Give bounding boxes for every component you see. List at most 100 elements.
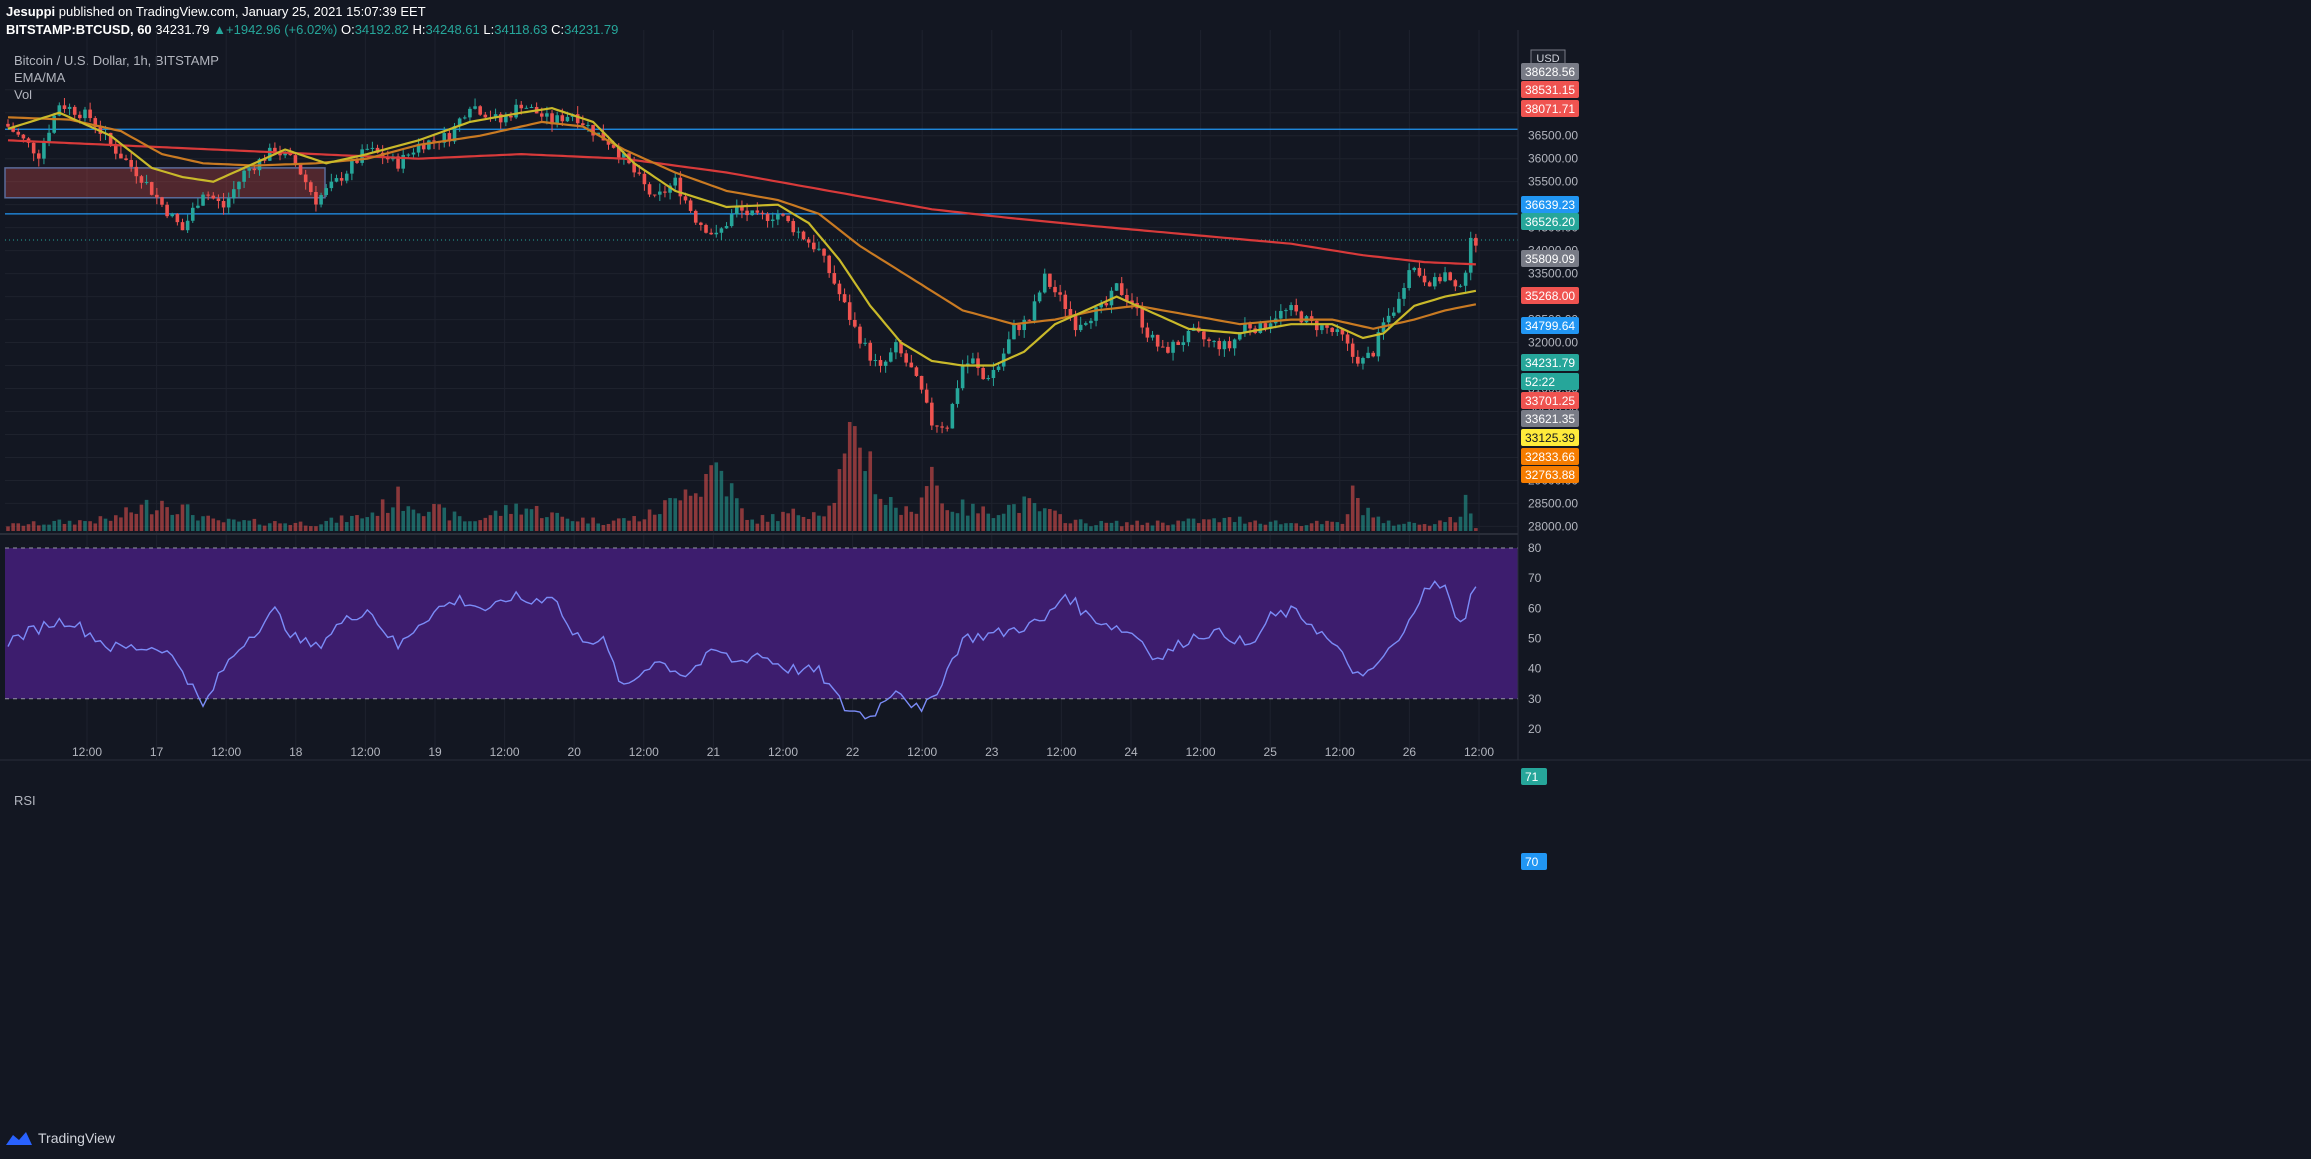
volume-bar — [1125, 522, 1129, 531]
volume-bar — [714, 462, 719, 531]
volume-bar — [98, 516, 103, 531]
volume-bar — [591, 517, 595, 531]
candle-body — [1397, 298, 1401, 313]
legend-ema[interactable]: EMA/MA — [14, 70, 66, 85]
volume-bar — [1186, 518, 1191, 531]
rsi-legend[interactable]: RSI — [14, 793, 36, 808]
candle-body — [93, 118, 98, 128]
volume-bar — [575, 521, 580, 531]
rsi-line-path — [7, 580, 1477, 720]
candle-body — [924, 389, 929, 403]
candle-body — [853, 319, 857, 327]
candle-body — [801, 231, 806, 240]
candle-body — [755, 210, 760, 213]
candle-body — [930, 402, 934, 426]
candle-body — [427, 140, 431, 150]
candle-body — [1048, 273, 1052, 287]
volume-bar — [160, 500, 164, 531]
volume-bar — [647, 509, 652, 531]
candle-body — [1258, 323, 1263, 333]
candle-body — [950, 403, 955, 429]
volume-bar — [42, 524, 46, 531]
candle-body — [1171, 341, 1175, 353]
price-tag — [1521, 466, 1579, 483]
volume-bar — [1027, 498, 1032, 531]
volume-bar — [811, 512, 816, 531]
candle-body — [1227, 341, 1232, 349]
volume-bar — [545, 517, 549, 531]
volume-bar — [709, 465, 713, 531]
volume-bar — [601, 525, 606, 531]
high-label: H: — [412, 22, 426, 37]
volume-bar — [514, 503, 518, 531]
candle-body — [1022, 319, 1027, 331]
candle-body — [745, 210, 749, 216]
volume-bar — [1397, 524, 1401, 531]
candle-body — [31, 142, 36, 154]
candle-body — [1089, 320, 1093, 324]
candle-body — [606, 140, 611, 145]
legend-vol[interactable]: Vol — [14, 87, 33, 102]
candle-body — [781, 214, 785, 216]
volume-bar — [1402, 523, 1406, 531]
candle-body — [1166, 346, 1170, 353]
volume-bar — [350, 515, 354, 531]
high-value: 34248.61 — [425, 22, 480, 37]
candle-body — [83, 109, 87, 119]
volume-bar — [570, 521, 575, 531]
candle-body — [760, 212, 765, 214]
volume-bar — [498, 515, 503, 531]
volume-bar — [750, 519, 754, 531]
volume-bar — [1176, 520, 1180, 531]
price-tag-label: 36526.20 — [1525, 215, 1575, 229]
candle-body — [411, 152, 416, 155]
footer-brand[interactable]: TradingView — [6, 1130, 115, 1146]
volume-bar — [257, 524, 262, 531]
candle-body — [632, 163, 636, 173]
volume-bar — [1366, 507, 1370, 531]
candle-body — [1391, 312, 1396, 316]
price-tag — [1521, 100, 1579, 117]
volume-bar — [1150, 525, 1155, 531]
candle-body — [16, 131, 21, 135]
candle-body — [524, 107, 529, 109]
ma-slow-line — [7, 139, 1476, 266]
price-tag-label: 34231.79 — [1525, 356, 1575, 370]
candle-body — [986, 378, 991, 380]
author-name[interactable]: Jesuppi — [6, 4, 56, 19]
candle-body — [350, 160, 354, 174]
volume-bar — [652, 514, 657, 531]
candle-body — [298, 163, 303, 175]
volume-bar — [493, 510, 498, 531]
volume-bar — [1166, 525, 1170, 531]
volume-bar — [930, 466, 934, 531]
candle-body — [88, 109, 92, 119]
candle-body — [267, 147, 272, 161]
candle-body — [817, 248, 821, 250]
volume-bar — [293, 522, 298, 531]
candle-body — [1289, 305, 1293, 311]
candle-body — [339, 178, 344, 181]
volume-bar — [853, 426, 857, 531]
volume-bar — [67, 520, 72, 531]
volume-bar — [883, 504, 888, 531]
price-tag — [1521, 429, 1579, 446]
candle-body — [1427, 282, 1432, 287]
volume-bar — [642, 519, 647, 531]
candle-body — [1330, 327, 1334, 333]
candle-body — [344, 173, 349, 181]
volume-bar — [847, 421, 852, 531]
candle-body — [242, 170, 246, 182]
volume-bar — [16, 523, 21, 531]
volume-bar — [534, 505, 539, 531]
volume-bar — [673, 498, 678, 531]
candle-body — [806, 239, 811, 243]
time-tick-label: 25 — [1264, 745, 1278, 759]
rsi-tick-label: 20 — [1528, 722, 1542, 736]
candle-body — [1433, 277, 1437, 287]
volume-bar — [1258, 523, 1263, 531]
candle-body — [945, 427, 950, 429]
volume-bar — [1468, 513, 1473, 531]
candle-body — [678, 177, 683, 197]
